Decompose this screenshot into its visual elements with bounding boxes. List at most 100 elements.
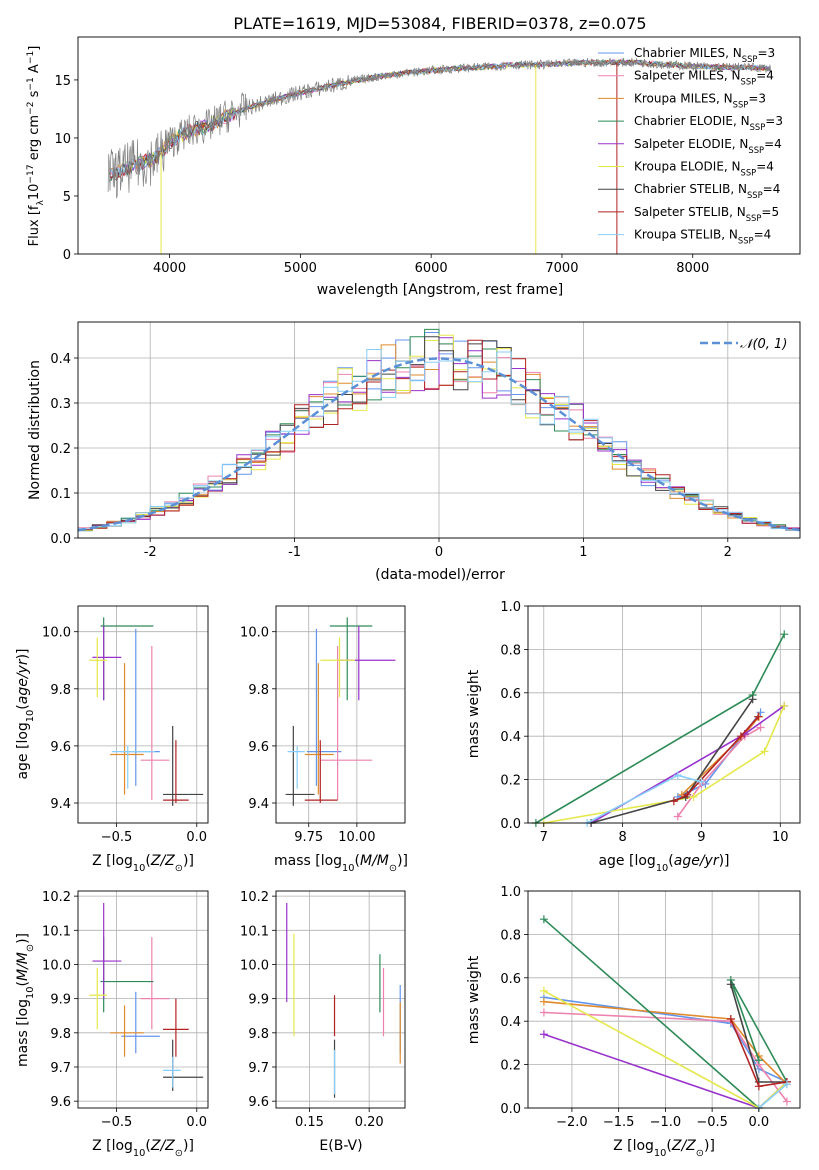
y-tick-label: 10.0 [42,958,71,973]
legend-entry: Salpeter ELODIE, NSSP=4 [634,137,782,155]
x-tick-label: 10.00 [338,830,375,845]
x-axis-label: Z [log10(Z/Z⊙)] [92,1138,194,1159]
weight-marker [697,777,706,786]
weight-marker [539,1008,548,1017]
x-tick-label: 8 [618,830,626,845]
weight-line [543,1011,788,1102]
weight-marker [760,747,769,756]
x-tick-label: -1 [288,545,301,560]
y-tick-label: 0.2 [500,774,521,789]
axes-frame [527,890,801,1109]
y-tick-label: 0.8 [500,643,521,658]
axes-mass_weight_vs_age: 7 8 9 10 0.0 0.2 0.4 0.6 0.8 1.0 [500,600,801,845]
x-axis-label: age [log10(age/yr)] [598,853,729,874]
weight-line [543,705,785,824]
weight-marker [754,1082,763,1091]
legend-entry: Kroupa STELIB, NSSP=4 [634,228,771,246]
x-axis-label: Z [log10(Z/Z⊙)] [613,1138,715,1159]
y-tick-label: 10.2 [42,890,71,905]
x-tick-label: 0 [435,545,443,560]
axes-spectrum: 4000 5000 6000 7000 8000 0 5 10 15 [54,36,801,276]
weight-marker [754,1056,763,1065]
plot-area [89,902,204,1091]
y-tick-label: 9.7 [248,1061,269,1076]
axes-age_vs_Z: −0.5 0.0 9.4 9.6 9.8 10.0 [42,605,209,845]
histogram-4 [78,337,800,530]
y-tick-label: 9.6 [50,1095,71,1110]
y-tick-label: 10 [54,132,71,147]
weight-line [543,1000,788,1085]
x-tick-label: 0.15 [295,1115,324,1130]
weight-marker [539,986,548,995]
y-tick-label: 0.1 [50,487,71,502]
y-tick-label: 0.8 [500,928,521,943]
weight-marker [539,997,548,1006]
axes-frame [77,890,209,1109]
weight-line [677,711,762,798]
x-tick-label: 4000 [153,261,186,276]
x-tick-label: 0.20 [355,1115,384,1130]
y-tick-label: 5 [63,190,71,205]
x-tick-label: −0.5 [696,1115,728,1130]
y-tick-label: 10.0 [240,626,269,641]
legend-entry: Chabrier STELIB, NSSP=4 [634,182,780,200]
weight-marker [673,771,682,780]
y-tick-label: 10.1 [240,924,269,939]
weight-marker [539,915,548,924]
y-tick-label: 9.6 [248,1095,269,1110]
weight-marker [782,1097,791,1106]
legend-entry: Kroupa ELODIE, NSSP=4 [634,160,774,178]
y-tick-label: 9.6 [248,740,269,755]
x-tick-label: 9.75 [294,830,323,845]
axes-frame [77,321,801,539]
axes-mass_weight_vs_Z: −2.0 −1.5 −1.0 −0.5 0.0 0.0 0.2 0.4 0.6 0.8 1.0 [500,885,801,1130]
x-axis-label: Z [log10(Z/Z⊙)] [92,853,194,874]
legend-entry: Chabrier ELODIE, NSSP=3 [634,114,783,132]
y-tick-label: 15 [54,74,71,89]
y-axis-label: age [log10(age/yr)] [15,648,36,779]
axes-mass_vs_Z: −0.5 0.0 9.6 9.7 9.8 9.9 10.0 10.1 10.2 [42,890,209,1130]
x-tick-label: 0.0 [186,830,207,845]
y-tick-label: 9.4 [248,797,269,812]
y-tick-label: 9.4 [50,797,71,812]
weight-marker [780,630,789,639]
y-tick-label: 9.8 [50,1027,71,1042]
x-tick-label: -2 [144,545,157,560]
weight-marker [726,980,735,989]
axes-frame [527,605,801,824]
y-tick-label: 1.0 [500,600,521,615]
y-tick-label: 0.2 [50,442,71,457]
weight-line [758,1083,788,1109]
y-tick-label: 9.8 [50,683,71,698]
axes-frame [77,36,801,255]
y-tick-label: 0.3 [50,397,71,412]
x-tick-label: 1 [579,545,587,560]
x-tick-label: 8000 [676,261,709,276]
x-tick-label: 0.0 [186,1115,207,1130]
weight-marker [673,812,682,821]
weight-marker [756,708,765,717]
plot-area [531,630,789,827]
x-tick-label: 5000 [284,261,317,276]
y-tick-label: 0.0 [50,532,71,547]
x-tick-label: 7 [540,830,548,845]
x-tick-label: −0.5 [101,830,133,845]
x-axis-label: (data-model)/error [375,567,505,583]
weight-marker [539,1030,548,1039]
y-tick-label: 0.6 [500,687,521,702]
plot-area [286,902,401,1098]
y-tick-label: 10.0 [42,626,71,641]
plot-area [77,328,801,532]
plot-area [539,915,791,1112]
axes-mass_vs_ebv: 0.15 0.20 9.6 9.7 9.8 9.9 10.0 10.1 10.2 [240,890,406,1130]
figure-title: PLATE=1619, MJD=53084, FIBERID=0378, z=0… [233,14,646,33]
weight-marker [754,712,763,721]
x-tick-label: −1.0 [650,1115,682,1130]
plot-area [107,57,772,254]
y-tick-label: 9.6 [50,740,71,755]
y-tick-label: 0.4 [50,352,71,367]
x-tick-label: 6000 [415,261,448,276]
legend-entry: Chabrier MILES, NSSP=3 [634,46,775,64]
legend-entry: Salpeter MILES, NSSP=4 [634,69,774,87]
